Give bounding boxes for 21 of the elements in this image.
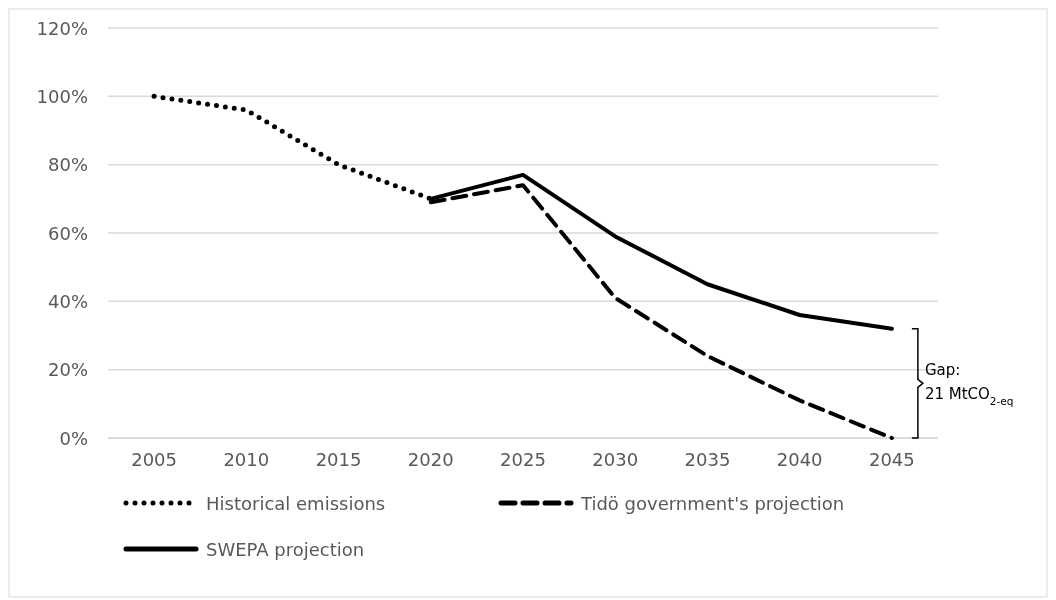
x-tick-label: 2040 xyxy=(776,449,823,470)
y-tick-label: 40% xyxy=(47,290,88,312)
y-tick-label: 80% xyxy=(47,154,88,176)
annotation: Gap: xyxy=(924,361,961,380)
x-tick-label: 2025 xyxy=(500,449,546,470)
x-tick-label: 2010 xyxy=(223,449,270,470)
legend-label: SWEPA projection xyxy=(206,538,365,560)
x-tick-label: 2020 xyxy=(407,449,454,470)
x-tick-label: 2005 xyxy=(131,449,178,470)
y-tick-label: 60% xyxy=(47,222,88,244)
y-tick-label: 100% xyxy=(36,85,88,107)
x-tick-label: 2035 xyxy=(684,449,731,470)
annotation: 21 MtCO$_{2-eq}$ xyxy=(924,385,1014,408)
x-tick-label: 2015 xyxy=(315,449,362,470)
x-tick-label: 2030 xyxy=(592,449,639,470)
y-tick-label: 120% xyxy=(36,17,88,39)
y-tick-label: 0% xyxy=(59,427,88,449)
legend-label: Tidö government's projection xyxy=(580,492,845,514)
x-tick-label: 2045 xyxy=(868,449,915,470)
y-tick-label: 20% xyxy=(47,359,88,381)
legend-label: Historical emissions xyxy=(206,492,386,514)
